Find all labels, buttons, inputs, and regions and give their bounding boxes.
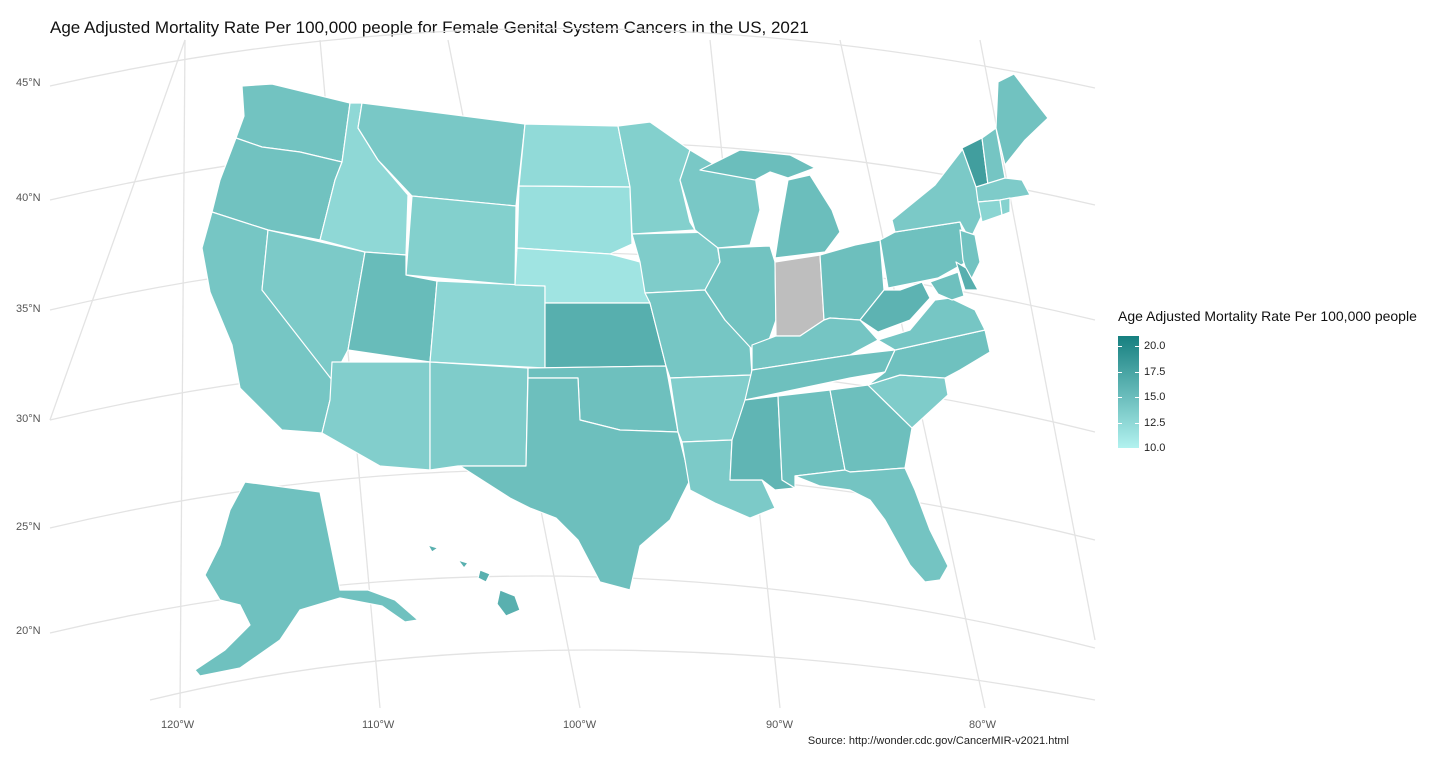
- legend-title: Age Adjusted Mortality Rate Per 100,000 …: [1118, 308, 1417, 324]
- state-kansas: [544, 302, 667, 369]
- state-connecticut: [977, 199, 1003, 223]
- state-west-virginia: [859, 281, 931, 333]
- state-alaska: [194, 481, 419, 677]
- lon-label: 120°W: [161, 719, 195, 731]
- lat-label: 25°N: [16, 521, 41, 533]
- legend-tick-label: 17.5: [1144, 365, 1166, 378]
- legend-tick-label: 15.0: [1144, 391, 1166, 404]
- legend-tick-mark: [1135, 397, 1139, 399]
- state-arizona: [321, 361, 431, 471]
- lon-label: 90°W: [766, 719, 794, 731]
- map-panel: 45°N 40°N 35°N 30°N 25°N 20°N 120°W 110°…: [16, 27, 1096, 731]
- legend-tick-mark: [1135, 371, 1139, 373]
- lat-label: 45°N: [16, 77, 41, 89]
- parallel-20: [49, 575, 1096, 649]
- state-texas: [459, 377, 691, 591]
- state-hawaii: [427, 544, 521, 617]
- legend-tick-label: 10.0: [1144, 442, 1166, 454]
- meridian-120: [49, 39, 186, 421]
- legend-tick-mark: [1135, 346, 1139, 348]
- state-minnesota: [617, 121, 696, 235]
- state-wyoming: [405, 195, 517, 286]
- state-colorado: [429, 280, 546, 369]
- legend-tick-label: 20.0: [1144, 340, 1166, 353]
- state-south-dakota: [516, 185, 633, 255]
- meridian-120b: [179, 39, 186, 709]
- state-new-jersey: [959, 229, 981, 283]
- state-virginia: [877, 297, 986, 351]
- state-delaware: [955, 261, 979, 291]
- lat-label: 35°N: [16, 303, 41, 315]
- legend-tick-mark: [1135, 422, 1139, 424]
- legend-tick-mark: [1118, 448, 1122, 449]
- map-title: Age Adjusted Mortality Rate Per 100,000 …: [50, 18, 809, 37]
- state-maryland: [929, 271, 965, 301]
- lat-label: 20°N: [16, 625, 41, 637]
- state-new-mexico: [429, 361, 529, 471]
- legend-tick-mark: [1118, 397, 1122, 399]
- state-michigan: [699, 149, 841, 259]
- lon-labels: 120°W 110°W 100°W 90°W 80°W: [161, 719, 997, 731]
- legend-tick-mark: [1118, 422, 1122, 424]
- lat-label: 40°N: [16, 192, 41, 204]
- state-florida: [794, 467, 949, 583]
- parallel-15: [149, 649, 1096, 701]
- legend-tick-label: 12.5: [1144, 416, 1166, 429]
- state-iowa: [631, 231, 721, 294]
- source-note: Source: http://wonder.cdc.gov/CancerMIR-…: [807, 735, 1069, 747]
- parallel-45: [49, 27, 1096, 89]
- legend-tick-mark: [1118, 371, 1122, 373]
- lat-label: 30°N: [16, 413, 41, 425]
- state-indiana: [774, 254, 825, 337]
- legend: Age Adjusted Mortality Rate Per 100,000 …: [1118, 308, 1417, 454]
- lon-label: 100°W: [563, 719, 597, 731]
- state-maine: [995, 73, 1049, 166]
- lon-label: 110°W: [362, 719, 395, 731]
- legend-color-bar: [1118, 336, 1139, 448]
- state-rhode-island: [999, 197, 1011, 216]
- legend-tick-mark: [1135, 448, 1139, 449]
- legend-body: 20.0 17.5 15.0 12.5 10.0: [1118, 336, 1417, 454]
- legend-tick-mark: [1118, 346, 1122, 348]
- lon-label: 80°W: [969, 719, 997, 731]
- states-layer: [194, 73, 1049, 677]
- lat-labels: 45°N 40°N 35°N 30°N 25°N 20°N: [16, 77, 41, 637]
- state-north-dakota: [518, 123, 631, 188]
